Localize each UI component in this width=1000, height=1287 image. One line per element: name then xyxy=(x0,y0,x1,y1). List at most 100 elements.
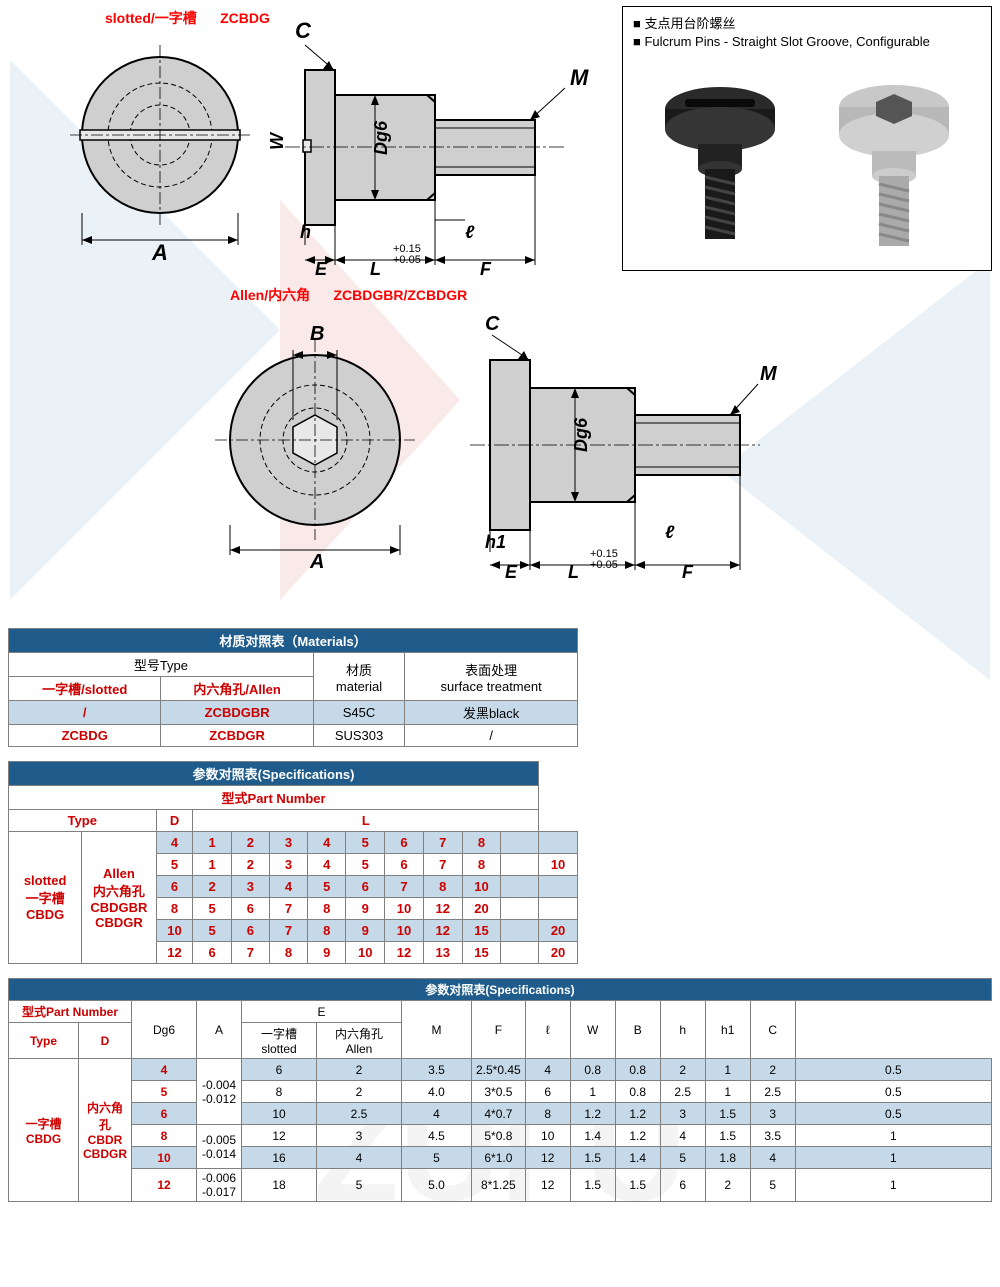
spec2-cell: 4 xyxy=(402,1103,472,1125)
svg-text:C: C xyxy=(485,313,500,335)
svg-text:A: A xyxy=(309,551,324,570)
spec1-left2: Allen 内六角孔 CBDGBR CBDGR xyxy=(82,832,156,964)
spec1-partnum: 型式Part Number xyxy=(9,786,539,810)
mat-r1c1: ZCBDGR xyxy=(161,725,313,747)
spec2-cell: 3*0.5 xyxy=(472,1081,526,1103)
allen-col: 内六角孔/Allen xyxy=(161,677,313,701)
spec2-cell: 1 xyxy=(795,1169,991,1202)
spec2-cell: 5 xyxy=(660,1147,705,1169)
spec2-cell: 10 xyxy=(525,1125,570,1147)
spec1-lval: 12 xyxy=(423,920,462,942)
spec2-F: F xyxy=(472,1001,526,1059)
spec1-lval xyxy=(501,832,539,854)
spec2-dval: 5 xyxy=(132,1081,197,1103)
spec2-cell: 1 xyxy=(705,1059,750,1081)
spec2-cell: 8 xyxy=(242,1081,317,1103)
slotted-col: 一字槽/slotted xyxy=(9,677,161,701)
spec2-cell: 12 xyxy=(525,1169,570,1202)
allen-side-view: C M Dg6 h1 E L +0.15 +0.05 F ℓ xyxy=(450,300,810,580)
spec1-d: 12 xyxy=(156,942,193,964)
spec2-cell: 1.5 xyxy=(615,1169,660,1202)
spec1-lval: 5 xyxy=(346,854,385,876)
spec2-cell: 8*1.25 xyxy=(472,1169,526,1202)
spec2-cell: 2.5 xyxy=(750,1081,795,1103)
spec2-dg6: -0.004 -0.012 xyxy=(197,1059,242,1125)
materials-title: 材质对照表（Materials） xyxy=(9,629,578,653)
spec1-lval: 13 xyxy=(423,942,462,964)
spec1-lval: 12 xyxy=(385,942,424,964)
spec2-cell: 8 xyxy=(525,1103,570,1125)
spec2-B: B xyxy=(615,1001,660,1059)
label-slotted-code: ZCBDG xyxy=(220,10,270,26)
spec1-lval xyxy=(501,898,539,920)
mat-r0c1: ZCBDGBR xyxy=(161,701,313,725)
spec2-cell: 2 xyxy=(317,1081,402,1103)
spec1-d: 10 xyxy=(156,920,193,942)
spec2-type: Type xyxy=(9,1023,79,1059)
spec2-cell: 1 xyxy=(570,1081,615,1103)
slotted-side-view: C M W Dg6 h E L +0.15 +0.05 F ℓ xyxy=(265,20,615,275)
spec2-h1: h1 xyxy=(705,1001,750,1059)
photo-title-en: ■ Fulcrum Pins - Straight Slot Groove, C… xyxy=(633,34,981,49)
spec1-lval: 1 xyxy=(193,854,231,876)
spec1-lval: 7 xyxy=(423,832,462,854)
spec1-lval: 8 xyxy=(269,942,307,964)
spec2-cell: 3.5 xyxy=(750,1125,795,1147)
label-allen: Allen/内六角 xyxy=(230,287,310,303)
spec2-W: W xyxy=(570,1001,615,1059)
spec1-lval: 6 xyxy=(385,854,424,876)
spec1-lval: 10 xyxy=(385,920,424,942)
slotted-front-view: A xyxy=(60,35,260,265)
svg-text:M: M xyxy=(760,363,778,385)
spec1-lval: 8 xyxy=(308,920,346,942)
spec2-M: M xyxy=(402,1001,472,1059)
spec2-cell: 4 xyxy=(660,1125,705,1147)
spec2-cell: 0.8 xyxy=(570,1059,615,1081)
spec2-cell: 1.4 xyxy=(570,1125,615,1147)
spec1-lval: 9 xyxy=(308,942,346,964)
spec1-lval: 10 xyxy=(385,898,424,920)
spec2-cell: 12 xyxy=(525,1147,570,1169)
svg-text:h: h xyxy=(300,222,311,242)
spec2-cell: 4 xyxy=(317,1147,402,1169)
spec2-cell: 4.0 xyxy=(402,1081,472,1103)
spec1-lval xyxy=(501,942,539,964)
spec2-dg6: -0.006 -0.017 xyxy=(197,1169,242,1202)
spec1-type: Type xyxy=(9,810,157,832)
spec1-lval: 5 xyxy=(346,832,385,854)
svg-text:+0.05: +0.05 xyxy=(393,254,421,266)
spec2-cell: 1.2 xyxy=(615,1103,660,1125)
spec1-lval: 3 xyxy=(269,854,307,876)
spec2-cell: 1.4 xyxy=(615,1147,660,1169)
mat-r1c3: / xyxy=(405,725,578,747)
svg-text:C: C xyxy=(295,20,312,43)
spec1-lval: 2 xyxy=(231,854,269,876)
spec1-lval: 8 xyxy=(462,854,501,876)
svg-text:W: W xyxy=(267,131,287,150)
spec2-cell: 2.5 xyxy=(317,1103,402,1125)
spec-table-2: 参数对照表(Specifications) 型式Part Number Dg6 … xyxy=(8,978,992,1202)
spec1-lval: 6 xyxy=(346,876,385,898)
materials-table: 材质对照表（Materials） 型号Type 材质 material 表面处理… xyxy=(8,628,578,747)
spec2-cell: 5 xyxy=(402,1147,472,1169)
spec2-cell: 1.8 xyxy=(705,1147,750,1169)
spec1-d: 6 xyxy=(156,876,193,898)
spec1-lval: 20 xyxy=(539,942,578,964)
spec2-cell: 3 xyxy=(750,1103,795,1125)
spec1-lval: 15 xyxy=(462,920,501,942)
spec2-cell: 2.5 xyxy=(660,1081,705,1103)
spec1-lval: 6 xyxy=(231,920,269,942)
spec2-cell: 3 xyxy=(317,1125,402,1147)
spec2-dval: 8 xyxy=(132,1125,197,1147)
spec2-C: C xyxy=(750,1001,795,1059)
spec2-cell: 2 xyxy=(317,1059,402,1081)
spec1-lval: 10 xyxy=(539,854,578,876)
svg-text:h1: h1 xyxy=(485,532,506,552)
spec1-lval: 20 xyxy=(462,898,501,920)
svg-text:E: E xyxy=(505,562,518,580)
spec2-cell: 4.5 xyxy=(402,1125,472,1147)
spec1-lval xyxy=(539,876,578,898)
spec1-lval xyxy=(501,854,539,876)
spec1-lval: 7 xyxy=(231,942,269,964)
mat-r1c0: ZCBDG xyxy=(9,725,161,747)
